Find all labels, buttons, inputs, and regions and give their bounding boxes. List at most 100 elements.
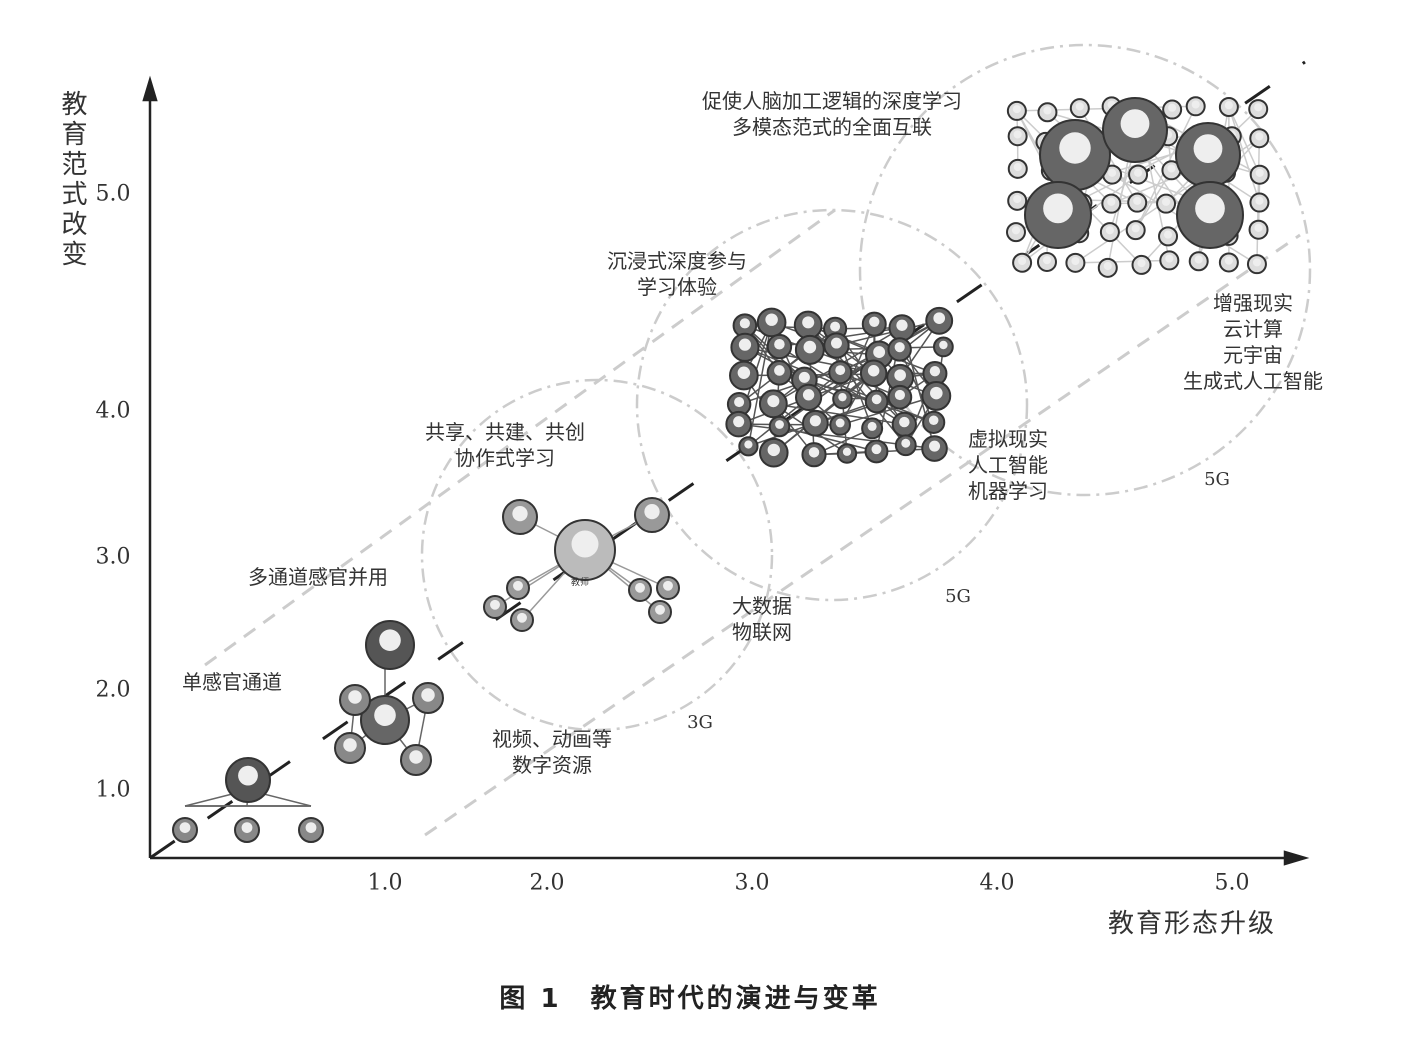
person-head: [930, 386, 943, 400]
axes: [142, 75, 1310, 866]
text-line: 学习体验: [637, 275, 717, 299]
stage-label: 共享、共建、共创 协作式学习: [425, 419, 585, 471]
person-head: [929, 366, 941, 377]
text-line: 多通道感官并用: [248, 565, 388, 589]
person-head: [1107, 197, 1116, 206]
person-head: [374, 704, 396, 726]
link: [747, 371, 841, 447]
person-head: [421, 688, 435, 702]
person-head: [933, 312, 946, 324]
person-head: [1043, 106, 1052, 115]
person-head: [343, 738, 357, 752]
y-tick-label: 3.0: [95, 544, 131, 570]
person-head: [842, 447, 852, 456]
upper-guide: [204, 208, 836, 667]
text-line: 增强现实: [1213, 291, 1293, 315]
person-head: [1042, 256, 1052, 265]
link: [744, 346, 934, 424]
text-line: 沉浸式深度参与: [607, 249, 747, 273]
person-head: [1167, 164, 1176, 173]
person-head: [1013, 130, 1022, 139]
person-head: [774, 338, 785, 350]
tech-label: 增强现实 云计算 元宇宙 生成式人工智能: [1183, 290, 1323, 394]
person-head: [1255, 168, 1264, 177]
link: [1075, 259, 1170, 264]
person-head: [1191, 100, 1200, 109]
person-head: [1194, 255, 1203, 264]
x-axis-label: 教育形态升级: [1108, 909, 1277, 939]
person-head: [835, 418, 845, 428]
stage-label: 单感官通道: [182, 669, 282, 695]
person-head: [894, 342, 905, 353]
person-head: [1195, 193, 1225, 224]
person-head: [774, 365, 785, 376]
arrow: [1283, 850, 1310, 866]
person-head: [928, 415, 939, 426]
person-head: [241, 822, 253, 833]
text-line: 大数据: [732, 594, 792, 618]
link: [839, 372, 848, 454]
person-head: [896, 319, 908, 331]
link: [1228, 106, 1261, 176]
tech-label: 大数据 物联网: [732, 593, 792, 645]
person-head: [867, 421, 877, 431]
person-head: [894, 389, 906, 401]
era-circles: [420, 43, 1312, 732]
person-head: [1011, 226, 1021, 235]
text-line: 物联网: [732, 620, 792, 644]
person-head: [744, 440, 753, 449]
person-head: [1012, 105, 1021, 114]
trend-line: [149, 60, 1306, 860]
person-head: [734, 396, 745, 408]
person-head: [635, 582, 645, 593]
person-head: [871, 444, 882, 455]
person-head: [767, 443, 780, 457]
text-line: 机器学习: [968, 479, 1048, 503]
person-head: [1254, 103, 1263, 112]
person-head: [775, 420, 784, 429]
person-head: [929, 440, 941, 452]
person-head: [1131, 224, 1140, 233]
text-line: 人工智能: [968, 453, 1048, 477]
x-tick-label: 1.0: [367, 870, 403, 896]
person-head: [869, 316, 880, 327]
x-tick-label: 2.0: [529, 870, 565, 896]
person-head: [305, 822, 317, 833]
text-line: 促使人脑加工逻辑的深度学习: [702, 89, 962, 113]
person-head: [901, 438, 911, 448]
person-head: [1224, 256, 1233, 265]
person-head: [830, 321, 841, 332]
x-tick-label: 4.0: [979, 870, 1015, 896]
tech-label: 5G: [1204, 467, 1230, 493]
person-head: [939, 340, 948, 350]
person-head: [765, 313, 778, 326]
caption: 图 1 教育时代的演进与变革: [499, 984, 881, 1014]
person-head: [809, 415, 821, 427]
person-head: [1137, 259, 1146, 268]
person-head: [513, 580, 523, 591]
person-head: [1165, 254, 1174, 263]
link: [846, 447, 935, 455]
y-tick-label: 4.0: [95, 398, 131, 424]
person-head: [838, 392, 847, 402]
text-line: 3G: [687, 712, 713, 733]
text-line: 共享、共建、共创: [425, 420, 585, 444]
person-head: [1013, 163, 1022, 172]
person-head: [894, 369, 906, 381]
tech-label: 3G: [687, 710, 713, 736]
era-circle: [858, 43, 1312, 497]
person-head: [1103, 261, 1112, 271]
person-head: [1224, 101, 1233, 110]
text-line: 单感官通道: [182, 670, 282, 694]
person-head: [1071, 256, 1080, 266]
person-head: [738, 338, 752, 351]
person-head: [1255, 196, 1264, 205]
person-head: [644, 503, 660, 520]
y-tick-label: 2.0: [95, 677, 131, 703]
text-line: 视频、动画等: [492, 727, 612, 751]
person-head: [1252, 258, 1261, 267]
y-axis-label: 教育范式改变: [57, 90, 87, 270]
y-tick-label: 5.0: [95, 181, 131, 207]
